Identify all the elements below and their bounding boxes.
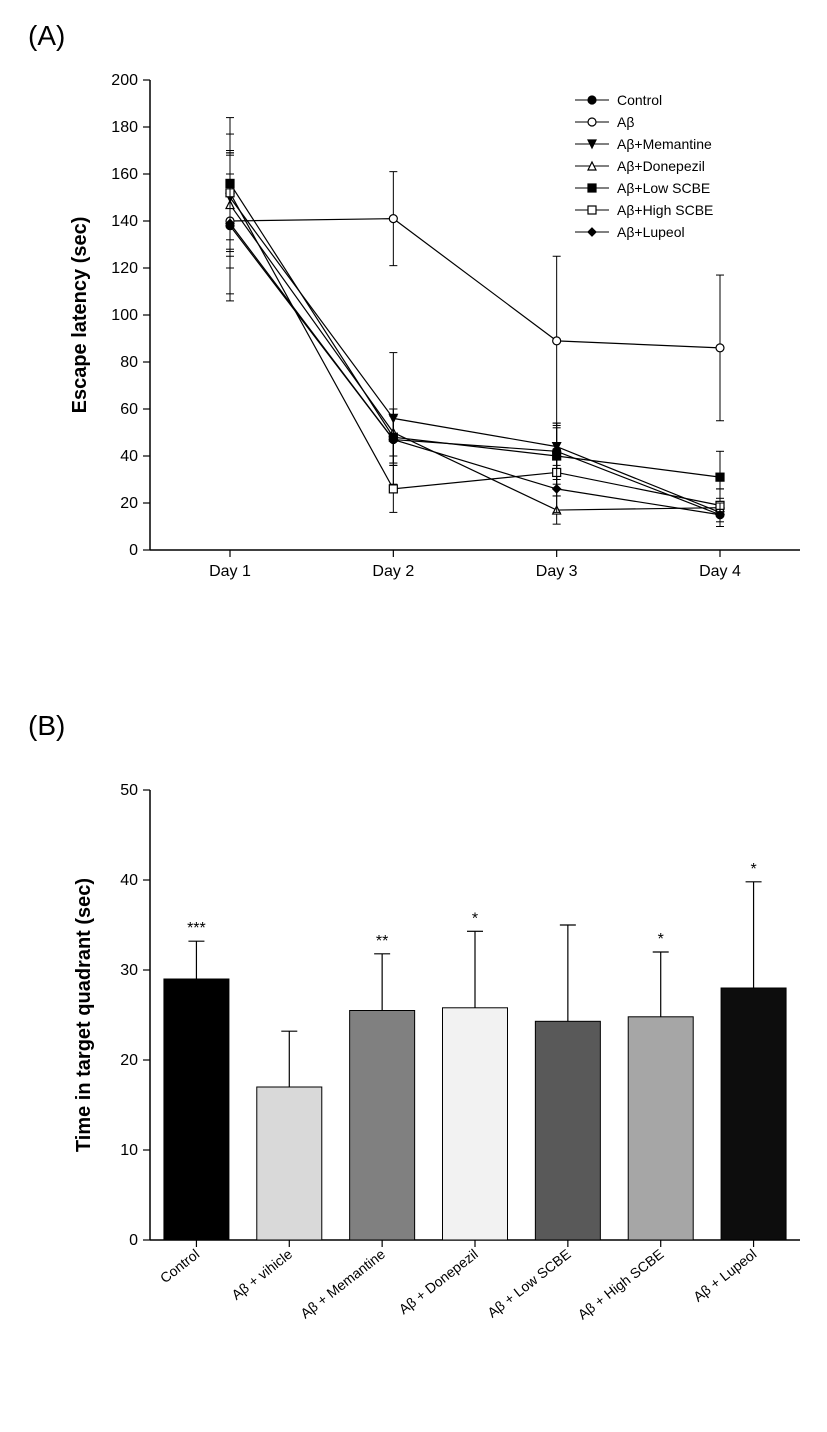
- svg-text:Day 2: Day 2: [372, 563, 414, 580]
- svg-text:80: 80: [120, 354, 138, 371]
- panel-a-label: (A): [28, 20, 65, 52]
- panel-a-chart: 0 20 40 60 80 100 120 140 160 180 200 Escape latenc…: [40, 60, 820, 660]
- panel-b-label: (B): [28, 710, 65, 742]
- svg-text:*: *: [472, 910, 478, 927]
- svg-text:Aβ+Low SCBE: Aβ+Low SCBE: [617, 180, 710, 196]
- svg-text:160: 160: [111, 166, 138, 183]
- svg-text:180: 180: [111, 119, 138, 136]
- svg-text:200: 200: [111, 72, 138, 89]
- svg-text:60: 60: [120, 401, 138, 418]
- svg-text:0: 0: [129, 1232, 138, 1249]
- svg-text:20: 20: [120, 495, 138, 512]
- svg-text:20: 20: [120, 1052, 138, 1069]
- svg-text:Day 3: Day 3: [536, 563, 578, 580]
- svg-text:40: 40: [120, 872, 138, 889]
- svg-text:40: 40: [120, 448, 138, 465]
- svg-text:Aβ+Donepezil: Aβ+Donepezil: [617, 158, 705, 174]
- svg-text:Aβ + Memantine: Aβ + Memantine: [297, 1246, 388, 1322]
- svg-text:30: 30: [120, 962, 138, 979]
- svg-text:Aβ + Donepezil: Aβ + Donepezil: [396, 1246, 481, 1317]
- svg-text:**: **: [376, 933, 388, 950]
- svg-text:Aβ + Lupeol: Aβ + Lupeol: [690, 1246, 759, 1305]
- svg-text:120: 120: [111, 260, 138, 277]
- svg-text:Escape latency (sec): Escape latency (sec): [69, 217, 91, 414]
- svg-text:100: 100: [111, 307, 138, 324]
- svg-text:*: *: [658, 931, 664, 948]
- svg-text:Aβ + Low SCBE: Aβ + Low SCBE: [484, 1246, 573, 1321]
- svg-text:Day 1: Day 1: [209, 563, 251, 580]
- svg-text:Aβ+Lupeol: Aβ+Lupeol: [617, 224, 685, 240]
- svg-text:Aβ+Memantine: Aβ+Memantine: [617, 136, 712, 152]
- svg-text:Control: Control: [617, 92, 662, 108]
- svg-text:Aβ+High SCBE: Aβ+High SCBE: [617, 202, 713, 218]
- figure-root: (A) 020406080100120140160180200Escape la…: [0, 0, 827, 1432]
- svg-text:10: 10: [120, 1142, 138, 1159]
- svg-text:0: 0: [129, 542, 138, 559]
- svg-text:50: 50: [120, 782, 138, 799]
- svg-text:Time in target quadrant (sec): Time in target quadrant (sec): [73, 878, 95, 1152]
- svg-text:Aβ + High SCBE: Aβ + High SCBE: [575, 1246, 667, 1323]
- svg-text:140: 140: [111, 213, 138, 230]
- svg-text:***: ***: [187, 920, 206, 937]
- svg-text:*: *: [750, 861, 756, 878]
- panel-b-chart: 0 10 20 30 40 50 Time in target quadrant (sec)…: [40, 770, 820, 1410]
- svg-text:Aβ + vihicle: Aβ + vihicle: [228, 1246, 295, 1303]
- svg-text:Day 4: Day 4: [699, 563, 741, 580]
- svg-text:Control: Control: [157, 1246, 202, 1286]
- svg-text:Aβ: Aβ: [617, 114, 634, 130]
